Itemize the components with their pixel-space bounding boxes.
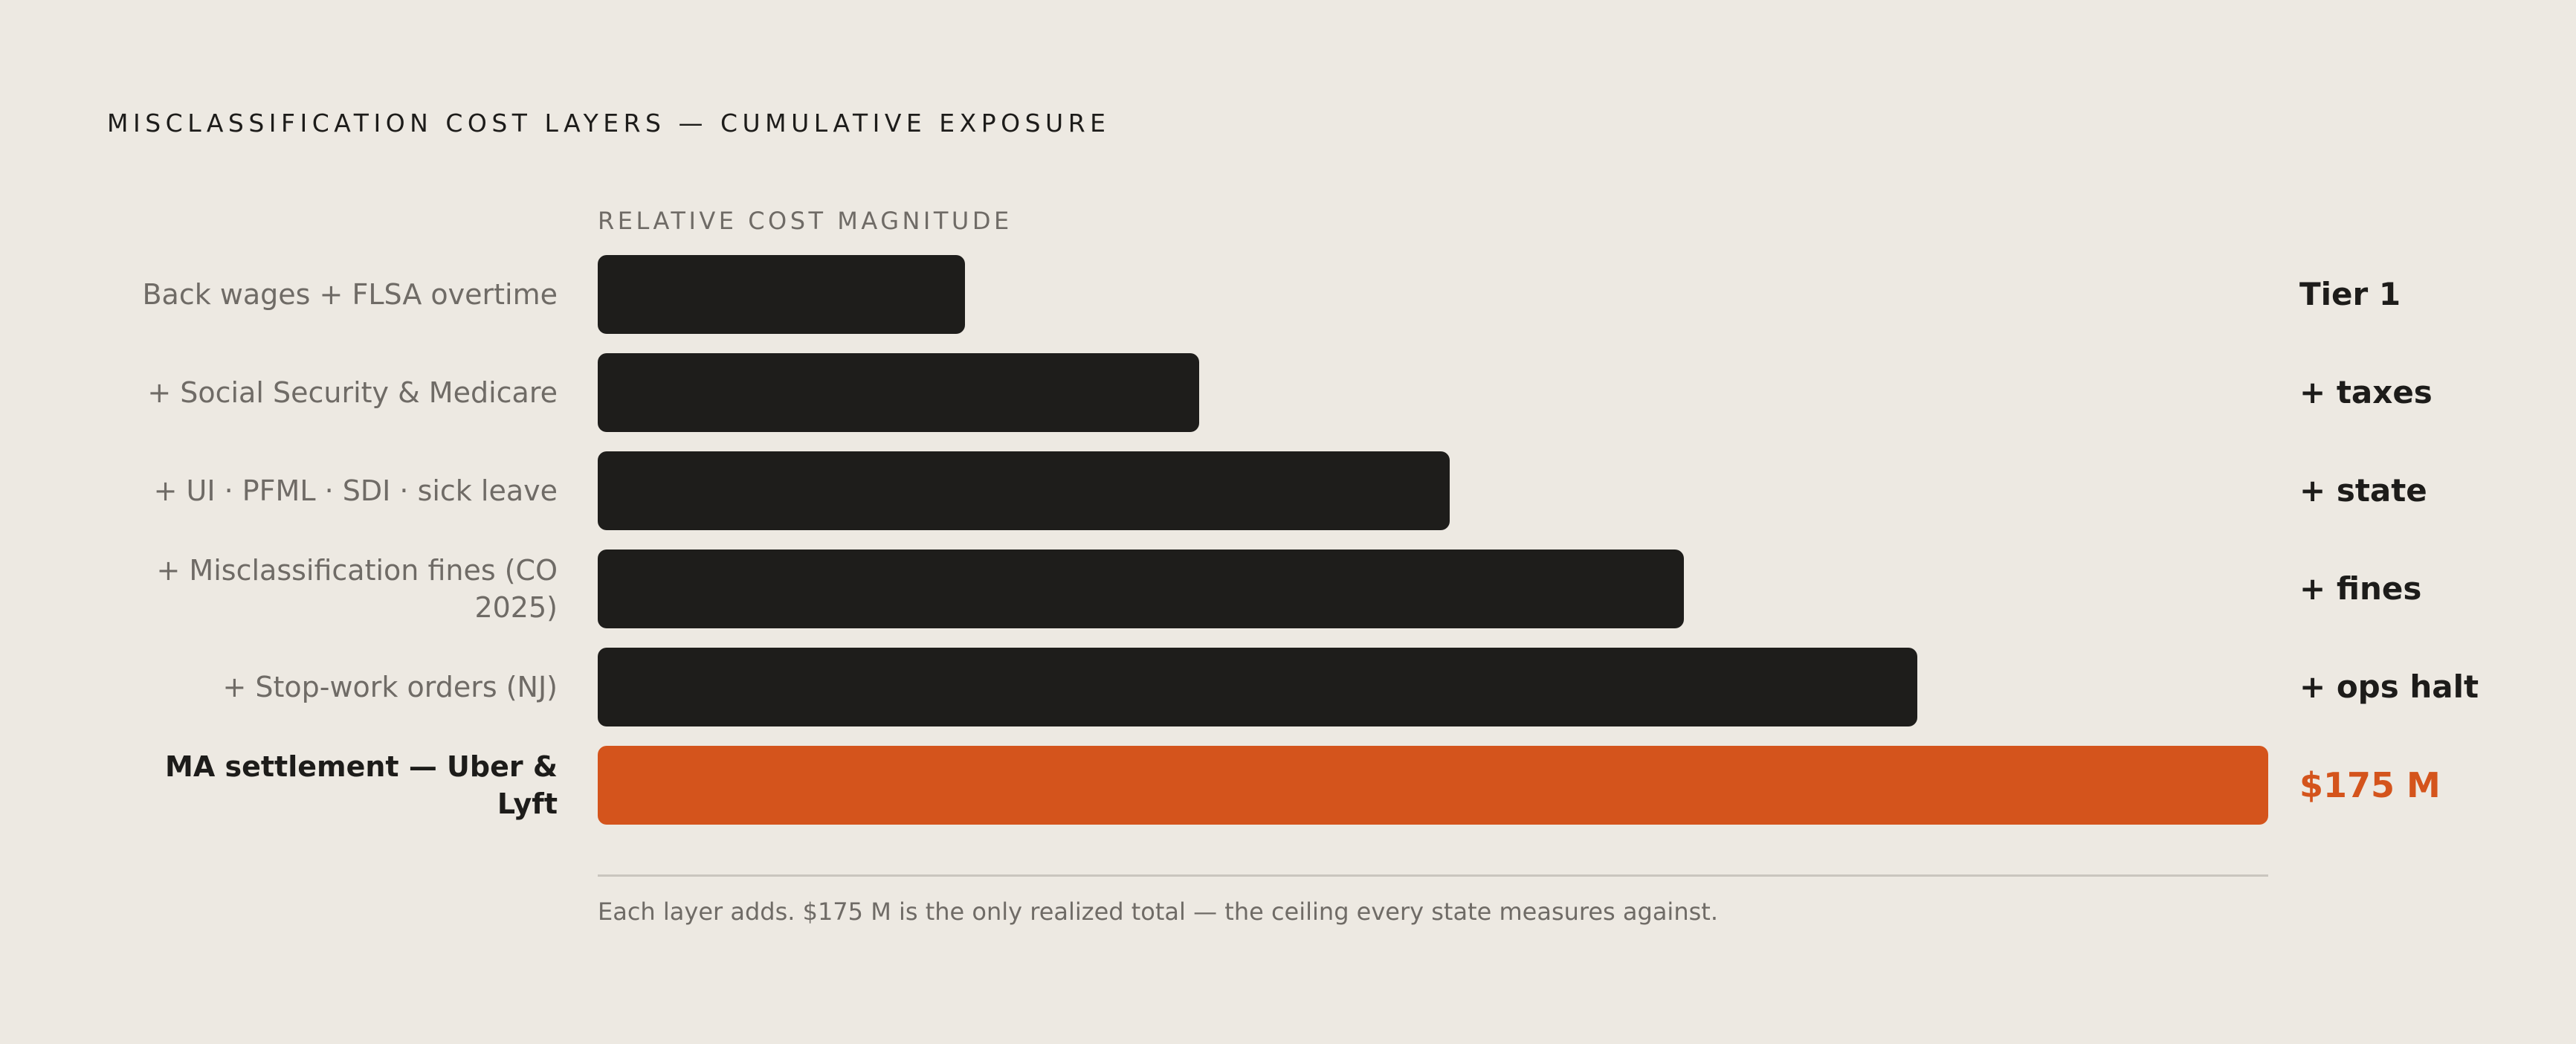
tier-label: + ops halt: [2299, 668, 2479, 705]
category-label: + Stop-work orders (NJ): [222, 671, 558, 703]
x-axis-label: RELATIVE COST MAGNITUDE: [598, 207, 1013, 235]
tier-label: + state: [2299, 472, 2427, 509]
cost-bar: [598, 353, 1199, 432]
cost-bar: [598, 255, 965, 334]
category-label: + Misclassification fines (CO 2025): [156, 554, 558, 624]
tier-label: Tier 1: [2299, 276, 2401, 312]
baseline-rule: [598, 874, 2268, 877]
cost-bar: [598, 550, 1684, 628]
chart-title: MISCLASSIFICATION COST LAYERS — CUMULATI…: [107, 109, 1111, 138]
category-label: + UI · PFML · SDI · sick leave: [153, 474, 558, 507]
cost-bar: [598, 451, 1450, 530]
category-label: MA settlement — Uber & Lyft: [165, 750, 558, 820]
total-value-label: $175 M: [2299, 765, 2441, 805]
tier-label: + taxes: [2299, 374, 2433, 410]
category-label: Back wages + FLSA overtime: [142, 278, 558, 311]
cost-bar: [598, 648, 1917, 726]
highlight-bar: [598, 746, 2268, 825]
category-label: + Social Security & Medicare: [147, 376, 558, 409]
chart-footnote: Each layer adds. $175 M is the only real…: [598, 898, 1718, 926]
tier-label: + fines: [2299, 570, 2422, 607]
